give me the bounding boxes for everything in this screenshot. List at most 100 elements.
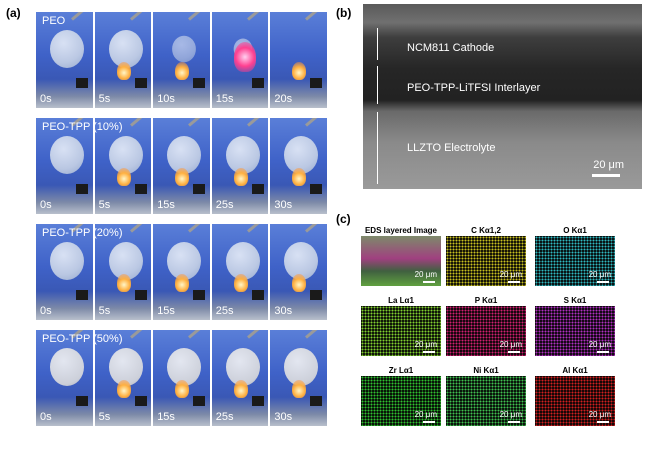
holder-rod xyxy=(246,12,269,21)
flame xyxy=(116,62,131,80)
flame xyxy=(233,380,248,398)
burner-block xyxy=(193,290,206,300)
sample-disc xyxy=(108,30,143,68)
holder-rod xyxy=(246,118,269,127)
flame xyxy=(116,168,131,186)
eds-map: 20 μm xyxy=(446,376,526,426)
flame xyxy=(116,380,131,398)
eds-map-title: P Kα1 xyxy=(474,296,498,305)
eds-scale-text: 20 μm xyxy=(499,340,522,349)
arrow-interlayer xyxy=(377,66,378,104)
burner-block xyxy=(76,78,88,88)
time-label: 5s xyxy=(98,199,111,211)
sample-disc xyxy=(284,136,319,174)
sample-disc xyxy=(225,136,260,174)
time-label: 25s xyxy=(215,199,234,211)
time-label: 15s xyxy=(215,93,234,105)
video-frame: 15s xyxy=(153,330,210,426)
row-title: PEO-TPP (50%) xyxy=(42,333,123,345)
holder-rod xyxy=(246,330,269,339)
sample-disc xyxy=(50,242,84,280)
video-frame: 0s xyxy=(36,330,93,426)
burner-block xyxy=(251,290,264,300)
sample-disc xyxy=(108,136,143,174)
burner-block xyxy=(251,78,264,88)
flame xyxy=(233,42,256,72)
holder-rod xyxy=(129,224,152,233)
time-label: 30s xyxy=(274,199,293,211)
burner-block xyxy=(76,396,88,406)
arrow-electrolyte xyxy=(377,112,378,184)
flame xyxy=(233,168,248,186)
sample-disc xyxy=(108,242,143,280)
sample-disc xyxy=(284,242,319,280)
eds-map-title: Al Kα1 xyxy=(562,366,588,375)
eds-scale-text: 20 μm xyxy=(414,340,437,349)
arrow-cathode xyxy=(377,28,378,60)
video-frame: 0s xyxy=(36,224,93,320)
video-frame: 30s xyxy=(270,118,327,214)
sample-disc xyxy=(225,242,260,280)
eds-scale-text: 20 μm xyxy=(588,340,611,349)
eds-map-title: O Kα1 xyxy=(563,226,587,235)
eds-map-title: S Kα1 xyxy=(563,296,587,305)
eds-scale-bar xyxy=(597,281,609,283)
flame xyxy=(292,380,307,398)
time-label: 10s xyxy=(157,93,175,105)
burner-block xyxy=(134,396,147,406)
holder-rod xyxy=(129,118,152,127)
flame xyxy=(175,62,190,80)
eds-scale-bar xyxy=(423,281,435,283)
holder-rod xyxy=(129,330,152,339)
burner-block xyxy=(134,184,147,194)
sample-disc xyxy=(50,30,84,68)
time-label: 5s xyxy=(98,93,111,105)
time-label: 0s xyxy=(40,305,52,317)
holder-rod xyxy=(305,12,327,21)
time-label: 30s xyxy=(274,411,293,423)
burner-block xyxy=(134,290,147,300)
eds-scale-bar xyxy=(508,421,520,423)
burner-block xyxy=(310,396,323,406)
flame xyxy=(233,274,248,292)
time-label: 15s xyxy=(157,411,175,423)
label-electrolyte: LLZTO Electrolyte xyxy=(407,142,496,154)
video-frame: 0s xyxy=(36,118,93,214)
holder-rod xyxy=(129,12,152,21)
time-label: 15s xyxy=(157,305,175,317)
sample-disc xyxy=(167,242,202,280)
eds-map-title: EDS layered Image xyxy=(364,226,438,235)
sample-disc xyxy=(50,136,84,174)
burner-block xyxy=(193,184,206,194)
row-title: PEO-TPP (10%) xyxy=(42,121,123,133)
sample-disc xyxy=(108,348,143,386)
time-label: 5s xyxy=(98,411,111,423)
burn-row: PEO 0s 5s 10s 15s 20s xyxy=(36,12,327,108)
eds-map-title: Ni Kα1 xyxy=(473,366,499,375)
burn-row: PEO-TPP (50%) 0s 5s 15s 25s 30s xyxy=(36,330,327,426)
holder-rod xyxy=(305,118,327,127)
video-frame: 30s xyxy=(270,330,327,426)
eds-scale-bar xyxy=(508,351,520,353)
eds-scale-text: 20 μm xyxy=(588,410,611,419)
eds-map: 20 μm xyxy=(446,306,526,356)
burn-row: PEO-TPP (10%) 0s 5s 15s 25s 30s xyxy=(36,118,327,214)
eds-scale-text: 20 μm xyxy=(414,270,437,279)
flame xyxy=(175,274,190,292)
eds-map: 20 μm xyxy=(535,376,615,426)
time-label: 15s xyxy=(157,199,175,211)
video-frame: 10s xyxy=(153,12,210,108)
time-label: 5s xyxy=(98,305,111,317)
burner-block xyxy=(193,396,206,406)
sem-cross-section-image: NCM811 Cathode PEO-TPP-LiTFSI Interlayer… xyxy=(363,4,642,189)
sample-disc xyxy=(167,348,202,386)
time-label: 0s xyxy=(40,411,52,423)
label-cathode: NCM811 Cathode xyxy=(407,42,495,54)
burner-block xyxy=(76,290,88,300)
holder-rod xyxy=(188,330,210,339)
eds-map-title: C Kα1,2 xyxy=(471,226,501,235)
eds-scale-bar xyxy=(597,421,609,423)
flame xyxy=(292,168,307,186)
sample-disc xyxy=(50,348,84,386)
sample-disc xyxy=(225,348,260,386)
